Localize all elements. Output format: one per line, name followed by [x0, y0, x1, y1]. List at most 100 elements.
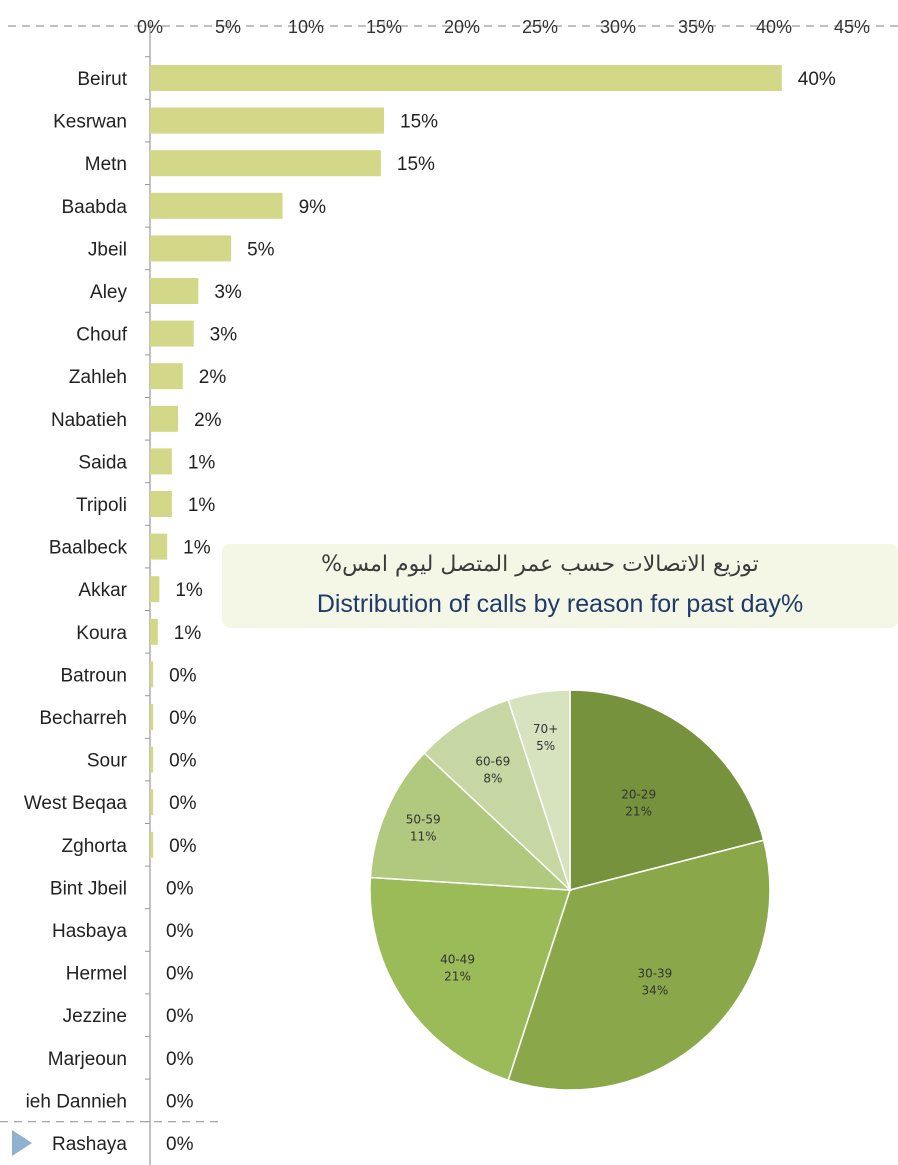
x-tick-label: 25%	[522, 17, 558, 37]
category-label: Kesrwan	[53, 112, 127, 133]
pie-category-label: 30-39	[637, 966, 672, 980]
pie-category-label: 60-69	[475, 754, 510, 768]
category-label: Hermel	[66, 964, 127, 985]
bar	[150, 831, 154, 858]
data-label: 3%	[214, 282, 242, 303]
pie-category-label: 20-29	[621, 788, 656, 802]
bar	[150, 107, 384, 134]
data-label: 0%	[166, 964, 194, 985]
pie-value-label: 21%	[444, 969, 471, 983]
x-tick-label: 20%	[444, 17, 480, 37]
category-label: Zahleh	[69, 367, 127, 388]
category-label: West Beqaa	[24, 793, 128, 814]
data-label: 0%	[169, 665, 197, 686]
data-label: 2%	[194, 410, 222, 431]
bar	[150, 150, 381, 177]
category-label: Beirut	[77, 69, 127, 90]
data-label: 1%	[183, 538, 211, 559]
bar	[150, 576, 160, 603]
category-label: Bint Jbeil	[50, 878, 127, 899]
pie-category-label: 50-59	[406, 812, 441, 826]
category-label: Jezzine	[63, 1006, 127, 1027]
data-label: 1%	[174, 623, 202, 644]
x-tick-label: 10%	[288, 17, 324, 37]
pie-value-label: 11%	[410, 829, 437, 843]
data-label: 0%	[166, 921, 194, 942]
data-label: 0%	[169, 793, 197, 814]
x-tick-label: 5%	[215, 17, 241, 37]
category-label: Becharreh	[39, 708, 127, 729]
category-label: Baalbeck	[49, 538, 128, 559]
category-label: Marjeoun	[48, 1049, 127, 1070]
data-label: 0%	[166, 1134, 194, 1155]
data-label: 0%	[166, 1091, 194, 1112]
bar	[150, 448, 172, 475]
data-label: 0%	[169, 751, 197, 772]
category-label: Aley	[90, 282, 127, 303]
bar	[150, 533, 168, 560]
category-label: Tripoli	[76, 495, 127, 516]
bar	[150, 405, 179, 432]
data-label: 1%	[188, 495, 216, 516]
bar	[150, 235, 232, 262]
data-label: 0%	[169, 708, 197, 729]
data-label: 3%	[210, 325, 238, 346]
pie-slice	[569, 690, 765, 891]
bar	[150, 746, 154, 773]
data-label: 1%	[188, 452, 216, 473]
category-label: Hasbaya	[52, 921, 127, 942]
category-label: Chouf	[76, 325, 127, 346]
pie-title-box: توزيع الاتصالات حسب عمر المتصل ليوم امس%…	[222, 544, 898, 628]
category-label: Nabatieh	[51, 410, 127, 431]
data-label: 15%	[400, 112, 438, 133]
category-label: Metn	[85, 154, 127, 175]
category-label: Koura	[76, 623, 127, 644]
pie-value-label: 5%	[536, 739, 555, 753]
bar	[150, 661, 154, 688]
pie-title-arabic: توزيع الاتصالات حسب عمر المتصل ليوم امس%	[321, 552, 759, 577]
pie-slice	[507, 839, 771, 1090]
x-tick-label: 15%	[366, 17, 402, 37]
pie-value-label: 34%	[642, 983, 669, 997]
bar	[150, 278, 199, 304]
category-label: Sour	[87, 751, 128, 772]
bar	[150, 491, 172, 517]
pie-value-label: 21%	[625, 805, 652, 819]
triangle-marker-icon	[12, 1130, 32, 1156]
data-label: 15%	[397, 154, 435, 175]
category-label: Saida	[78, 452, 127, 473]
bar	[150, 363, 183, 390]
data-label: 40%	[798, 69, 836, 90]
pie-category-label: 40-49	[440, 952, 475, 966]
pie-category-label: 70+	[533, 722, 558, 736]
data-label: 2%	[199, 367, 227, 388]
category-label: ieh Dannieh	[26, 1091, 127, 1112]
bar	[150, 704, 154, 730]
pie-slice	[507, 690, 571, 891]
category-label: Zghorta	[62, 836, 128, 857]
x-tick-label: 35%	[678, 17, 714, 37]
pie-title-english: Distribution of calls by reason for past…	[316, 590, 804, 618]
bar	[150, 618, 158, 645]
pie-slice	[369, 752, 573, 891]
data-label: 9%	[299, 197, 327, 218]
data-label: 0%	[166, 1006, 194, 1027]
data-label: 0%	[166, 1049, 194, 1070]
pie-slice	[369, 876, 572, 1082]
category-label: Baabda	[61, 197, 127, 218]
category-label: Rashaya	[52, 1134, 127, 1155]
data-label: 0%	[166, 878, 194, 899]
category-label: Jbeil	[88, 239, 127, 260]
pie-slice	[423, 698, 571, 891]
x-tick-label: 0%	[137, 17, 163, 37]
pie-value-label: 8%	[483, 771, 502, 785]
category-label: Batroun	[60, 665, 127, 686]
category-label: Akkar	[78, 580, 127, 601]
data-label: 5%	[247, 239, 275, 260]
data-label: 0%	[169, 836, 197, 857]
bar	[150, 789, 154, 816]
pie-chart: 20-29 21% 30-39 34% 40-49 21% 50-59 11% 60-69 8% 7…	[369, 690, 771, 1090]
bar	[150, 192, 283, 219]
x-tick-label: 45%	[834, 17, 870, 37]
x-tick-label: 30%	[600, 17, 636, 37]
